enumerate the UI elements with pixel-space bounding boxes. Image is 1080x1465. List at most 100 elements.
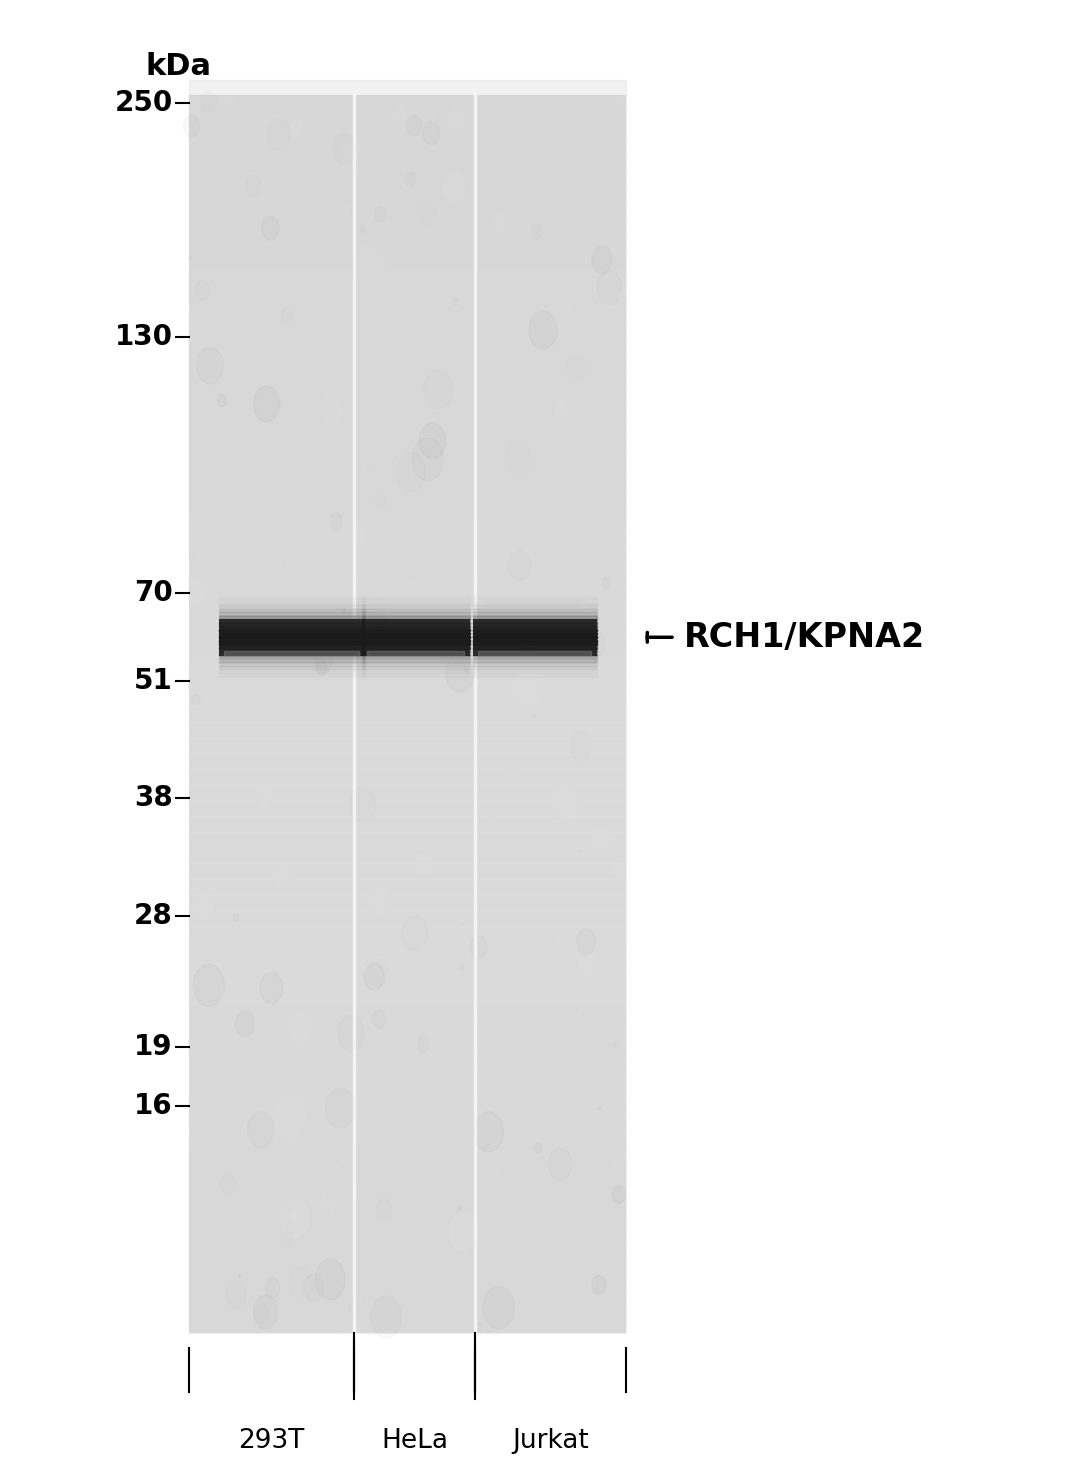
Circle shape: [260, 973, 283, 1004]
Bar: [189, 1176, 626, 1193]
Bar: [189, 472, 626, 486]
Text: HeLa: HeLa: [381, 1428, 448, 1455]
Bar: [189, 691, 626, 706]
Bar: [189, 565, 626, 582]
Bar: [189, 95, 626, 111]
Circle shape: [592, 829, 609, 853]
Bar: [189, 425, 626, 440]
Bar: [189, 1052, 626, 1067]
Circle shape: [364, 963, 384, 990]
Circle shape: [592, 1276, 606, 1294]
Bar: [189, 1146, 626, 1160]
Bar: [189, 706, 626, 722]
Bar: [189, 848, 626, 863]
Bar: [189, 393, 626, 409]
Bar: [189, 1286, 626, 1302]
Bar: [189, 221, 626, 236]
Bar: [189, 1256, 626, 1270]
Bar: [189, 816, 626, 832]
Bar: [189, 645, 626, 659]
Circle shape: [613, 1149, 631, 1171]
Bar: [189, 989, 626, 1004]
Bar: [189, 910, 626, 926]
Bar: [189, 1270, 626, 1286]
Bar: [189, 127, 626, 142]
Circle shape: [239, 1276, 241, 1277]
Bar: [189, 800, 626, 816]
Bar: [189, 252, 626, 268]
Bar: [189, 1113, 626, 1130]
Bar: [189, 315, 626, 330]
Bar: [189, 1302, 626, 1317]
Text: 293T: 293T: [239, 1428, 305, 1455]
Circle shape: [217, 394, 227, 407]
Circle shape: [193, 964, 225, 1006]
Text: 16: 16: [134, 1091, 173, 1121]
Bar: [189, 174, 626, 189]
Bar: [189, 1083, 626, 1099]
Bar: [189, 863, 626, 879]
Bar: [189, 1209, 626, 1223]
Circle shape: [291, 1213, 297, 1220]
Text: 250: 250: [114, 88, 173, 117]
Bar: [189, 612, 626, 628]
FancyBboxPatch shape: [362, 618, 470, 656]
Bar: [189, 236, 626, 252]
Bar: [189, 628, 626, 643]
Bar: [189, 409, 626, 425]
Bar: [189, 753, 626, 769]
Bar: [189, 331, 626, 346]
Bar: [189, 519, 626, 533]
Text: 70: 70: [134, 579, 173, 608]
FancyBboxPatch shape: [189, 95, 626, 1333]
Circle shape: [419, 423, 446, 459]
Circle shape: [522, 633, 536, 652]
Circle shape: [323, 1172, 353, 1213]
Bar: [189, 111, 626, 126]
Circle shape: [235, 1011, 254, 1036]
Bar: [189, 488, 626, 502]
Bar: [189, 1160, 626, 1176]
Bar: [189, 1317, 626, 1333]
Bar: [189, 957, 626, 973]
Bar: [189, 675, 626, 690]
Bar: [189, 535, 626, 549]
Bar: [189, 362, 626, 378]
Text: Jurkat: Jurkat: [512, 1428, 590, 1455]
Circle shape: [612, 1185, 625, 1203]
Bar: [189, 582, 626, 596]
Bar: [189, 1239, 626, 1256]
Bar: [189, 189, 626, 205]
Circle shape: [554, 401, 568, 419]
Bar: [189, 973, 626, 989]
FancyBboxPatch shape: [218, 618, 365, 656]
Circle shape: [289, 120, 302, 138]
Bar: [189, 502, 626, 519]
Circle shape: [254, 387, 280, 422]
Circle shape: [618, 292, 622, 297]
Bar: [189, 1130, 626, 1146]
Circle shape: [335, 1165, 337, 1168]
Bar: [189, 1067, 626, 1083]
Circle shape: [444, 173, 464, 201]
Circle shape: [342, 609, 345, 612]
Circle shape: [464, 668, 468, 672]
Bar: [189, 205, 626, 221]
Bar: [189, 1193, 626, 1207]
Circle shape: [315, 1258, 346, 1299]
Bar: [189, 456, 626, 472]
Circle shape: [449, 1213, 477, 1251]
Circle shape: [321, 394, 342, 423]
Bar: [189, 1005, 626, 1020]
Bar: [189, 769, 626, 785]
Bar: [189, 283, 626, 299]
Text: kDa: kDa: [145, 51, 212, 81]
Text: 130: 130: [114, 322, 173, 352]
Bar: [189, 1223, 626, 1239]
Bar: [189, 832, 626, 847]
Text: 28: 28: [134, 901, 173, 930]
Bar: [189, 299, 626, 315]
Bar: [189, 1099, 626, 1113]
Bar: [189, 1036, 626, 1050]
Bar: [189, 596, 626, 612]
